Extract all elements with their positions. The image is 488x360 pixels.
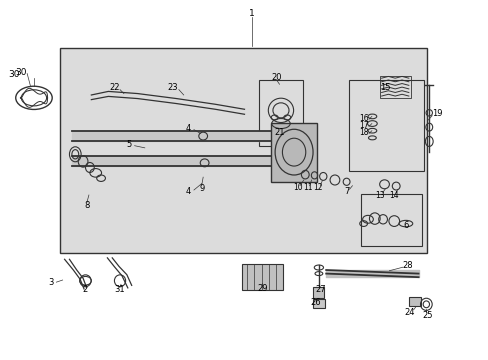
Text: 12: 12 — [313, 183, 323, 192]
Text: 22: 22 — [109, 83, 119, 92]
Text: 26: 26 — [309, 298, 320, 307]
Text: 23: 23 — [167, 83, 178, 92]
Bar — [242, 264, 283, 290]
Bar — [60, 48, 426, 253]
Text: 16: 16 — [358, 114, 367, 123]
Bar — [259, 80, 302, 146]
Text: 7: 7 — [343, 187, 348, 196]
Text: 18: 18 — [358, 129, 367, 138]
Text: 28: 28 — [402, 261, 412, 270]
Text: 19: 19 — [431, 109, 441, 118]
Text: 11: 11 — [303, 183, 312, 192]
Bar — [312, 299, 324, 307]
Text: 13: 13 — [375, 190, 384, 199]
Text: 15: 15 — [380, 83, 390, 92]
Text: 31: 31 — [115, 285, 125, 294]
Text: 30: 30 — [8, 70, 19, 79]
Text: 4: 4 — [185, 124, 191, 133]
Text: 21: 21 — [274, 129, 284, 138]
Text: 17: 17 — [358, 121, 367, 130]
Bar — [379, 76, 410, 98]
Text: 27: 27 — [314, 285, 325, 294]
Bar — [361, 194, 421, 246]
Text: 29: 29 — [257, 284, 267, 293]
Text: 4: 4 — [185, 187, 191, 196]
Text: 20: 20 — [271, 73, 281, 82]
Text: 24: 24 — [404, 308, 414, 317]
Text: 10: 10 — [293, 183, 302, 192]
Bar — [271, 123, 317, 182]
Text: 30: 30 — [15, 68, 26, 77]
Bar — [348, 80, 424, 171]
Text: 6: 6 — [403, 221, 408, 230]
Bar — [408, 297, 420, 306]
Bar — [312, 287, 324, 298]
Text: 3: 3 — [49, 278, 54, 287]
Text: 14: 14 — [388, 190, 398, 199]
Text: 1: 1 — [248, 9, 254, 18]
Text: 8: 8 — [84, 201, 89, 210]
Text: 9: 9 — [199, 184, 204, 193]
Text: 5: 5 — [126, 140, 131, 149]
Text: 2: 2 — [82, 285, 87, 294]
Text: 25: 25 — [421, 311, 432, 320]
